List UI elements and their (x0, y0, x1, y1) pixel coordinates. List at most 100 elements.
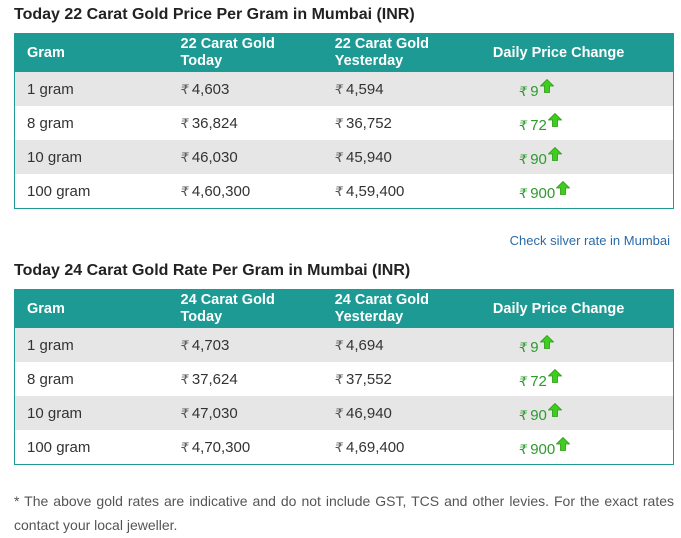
cell-yesterday: ₹36,752 (335, 106, 489, 140)
gold-24k-price-table: Gram 24 Carat Gold Today 24 Carat Gold Yes… (14, 289, 674, 465)
rupee-icon: ₹ (180, 439, 189, 455)
header-daily-change: Daily Price Change (492, 44, 625, 61)
rupee-icon: ₹ (518, 407, 528, 423)
rupee-icon: ₹ (180, 81, 189, 97)
cell-change: ₹72 (489, 362, 674, 396)
table-22k-title: Today 22 Carat Gold Price Per Gram in Mu… (14, 6, 415, 23)
header-yesterday: 22 Carat Gold Yesterday (335, 34, 489, 73)
rupee-icon: ₹ (180, 405, 189, 421)
silver-rate-link[interactable]: Check silver rate in Mumbai (509, 233, 670, 248)
cell-change: ₹9 (489, 72, 674, 106)
header-yesterday-line2: Yesterday (334, 309, 404, 325)
cell-yesterday: ₹4,59,400 (335, 174, 489, 209)
header-today-line1: 22 Carat Gold (180, 36, 275, 52)
cell-today-value: 4,60,300 (191, 182, 251, 200)
cell-today: ₹4,603 (181, 72, 335, 106)
cell-change-value: 90 (530, 150, 547, 168)
rupee-icon: ₹ (334, 405, 343, 421)
table-row: 8 gram ₹37,624 ₹37,552 ₹72 (14, 362, 674, 396)
cell-yesterday-value: 4,59,400 (346, 182, 405, 200)
rupee-icon: ₹ (180, 337, 189, 353)
rupee-icon: ₹ (518, 441, 528, 457)
up-arrow-icon (547, 146, 562, 161)
cell-yesterday-value: 45,940 (346, 148, 392, 166)
cell-change-value: 72 (530, 372, 547, 390)
up-arrow-icon (539, 334, 554, 349)
table-header-row: Gram 22 Carat Gold Today 22 Carat Gold Yes… (14, 33, 674, 73)
cell-yesterday: ₹4,594 (335, 72, 489, 106)
cell-change-value: 72 (530, 116, 547, 134)
cell-yesterday: ₹45,940 (335, 140, 489, 174)
cell-yesterday-value: 36,752 (346, 114, 392, 132)
table-row: 100 gram ₹4,70,300 ₹4,69,400 ₹900 (14, 430, 674, 465)
cell-gram: 10 gram (27, 404, 83, 422)
header-yesterday-line2: Yesterday (334, 53, 404, 69)
rupee-icon: ₹ (518, 339, 528, 355)
rupee-icon: ₹ (334, 337, 343, 353)
cell-change: ₹9 (489, 328, 674, 362)
cell-change-value: 90 (530, 406, 547, 424)
header-today: 24 Carat Gold Today (181, 290, 335, 329)
cell-today-value: 4,70,300 (191, 438, 251, 456)
cell-today: ₹36,824 (181, 106, 335, 140)
rupee-icon: ₹ (180, 149, 189, 165)
cell-today: ₹4,60,300 (181, 174, 335, 209)
cell-gram: 1 gram (27, 336, 74, 354)
cell-today-value: 46,030 (191, 148, 238, 166)
table-header-row: Gram 24 Carat Gold Today 24 Carat Gold Yes… (14, 289, 674, 329)
rupee-icon: ₹ (180, 371, 189, 387)
cell-today: ₹37,624 (181, 362, 335, 396)
cell-today: ₹46,030 (181, 140, 335, 174)
header-yesterday: 24 Carat Gold Yesterday (335, 290, 489, 329)
cell-gram: 8 gram (27, 370, 74, 388)
up-arrow-icon (539, 78, 554, 93)
cell-gram: 8 gram (27, 114, 74, 132)
header-today: 22 Carat Gold Today (181, 34, 335, 73)
rupee-icon: ₹ (180, 115, 189, 131)
rupee-icon: ₹ (334, 183, 343, 199)
rupee-icon: ₹ (334, 115, 343, 131)
up-arrow-icon (556, 180, 571, 195)
header-today-line2: Today (180, 309, 223, 325)
cell-today: ₹4,703 (181, 328, 335, 362)
up-arrow-icon (547, 368, 562, 383)
header-yesterday-line1: 24 Carat Gold (334, 292, 429, 308)
cell-today-value: 36,824 (191, 114, 238, 132)
rupee-icon: ₹ (334, 81, 343, 97)
header-yesterday-line1: 22 Carat Gold (334, 36, 429, 52)
header-gram: Gram (27, 300, 65, 317)
cell-change: ₹900 (489, 174, 674, 209)
cell-today-value: 4,703 (191, 336, 230, 354)
cell-change-value: 900 (530, 184, 556, 202)
cell-gram: 100 gram (27, 182, 91, 200)
disclaimer-footnote: * The above gold rates are indicative an… (14, 493, 674, 533)
cell-today: ₹4,70,300 (181, 430, 335, 465)
cell-change-value: 900 (530, 440, 556, 458)
cell-yesterday: ₹4,69,400 (335, 430, 489, 465)
cell-yesterday-value: 4,594 (346, 80, 384, 98)
cell-gram: 1 gram (27, 80, 74, 98)
up-arrow-icon (556, 436, 571, 451)
up-arrow-icon (547, 402, 562, 417)
cell-change-value: 9 (530, 82, 539, 100)
rupee-icon: ₹ (334, 149, 343, 165)
rupee-icon: ₹ (518, 151, 528, 167)
cell-gram: 100 gram (27, 438, 91, 456)
header-today-line2: Today (180, 53, 223, 69)
cell-yesterday-value: 46,940 (346, 404, 392, 422)
cell-yesterday: ₹37,552 (335, 362, 489, 396)
table-row: 10 gram ₹47,030 ₹46,940 ₹90 (14, 396, 674, 430)
table-row: 8 gram ₹36,824 ₹36,752 ₹72 (14, 106, 674, 140)
rupee-icon: ₹ (334, 439, 343, 455)
cell-yesterday-value: 4,694 (346, 336, 384, 354)
cell-today-value: 4,603 (191, 80, 230, 98)
gold-22k-price-table: Gram 22 Carat Gold Today 22 Carat Gold Yes… (14, 33, 674, 209)
cell-change: ₹90 (489, 140, 674, 174)
header-today-line1: 24 Carat Gold (180, 292, 275, 308)
rupee-icon: ₹ (518, 83, 528, 99)
table-row: 1 gram ₹4,603 ₹4,594 ₹9 (14, 72, 674, 106)
cell-change: ₹72 (489, 106, 674, 140)
header-gram: Gram (27, 44, 65, 61)
table-row: 10 gram ₹46,030 ₹45,940 ₹90 (14, 140, 674, 174)
up-arrow-icon (547, 112, 562, 127)
